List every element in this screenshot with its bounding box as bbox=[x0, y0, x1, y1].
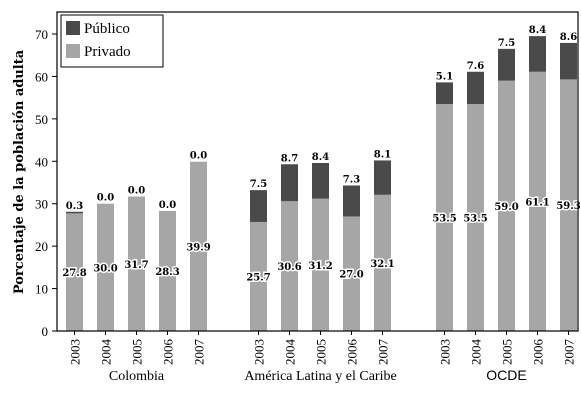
value-label-privado: 27.0 bbox=[339, 270, 363, 281]
x-tick-label: 2007 bbox=[192, 339, 207, 366]
y-tick-label: 20 bbox=[35, 239, 48, 254]
bar-privado bbox=[498, 80, 515, 332]
value-label-publico: 7.3 bbox=[343, 174, 360, 185]
bar-privado bbox=[312, 198, 329, 331]
y-tick-label: 0 bbox=[42, 324, 49, 339]
value-label-privado: 53.5 bbox=[432, 214, 456, 225]
value-label-publico: 8.4 bbox=[529, 25, 546, 36]
bar-privado bbox=[343, 216, 360, 331]
x-tick-label: 2007 bbox=[562, 339, 577, 366]
value-label-publico: 5.1 bbox=[436, 71, 453, 82]
x-tick-label: 2005 bbox=[500, 339, 515, 365]
legend-label: Público bbox=[84, 21, 130, 37]
bar-privado bbox=[467, 104, 484, 331]
bar-publico bbox=[467, 71, 484, 105]
bar-privado bbox=[250, 221, 267, 331]
value-label-publico: 0.0 bbox=[128, 186, 145, 197]
legend-swatch bbox=[66, 44, 80, 58]
value-label-privado: 31.7 bbox=[124, 260, 148, 271]
x-tick-label: 2003 bbox=[252, 339, 267, 365]
bar-privado bbox=[374, 194, 391, 331]
group-label: Colombia bbox=[109, 369, 165, 384]
value-label-publico: 0.0 bbox=[190, 151, 207, 162]
legend: Público Privado bbox=[60, 14, 164, 68]
y-tick-label: 70 bbox=[35, 27, 48, 42]
value-label-privado: 28.3 bbox=[155, 267, 179, 278]
axes: 0 10 20 30 40 50 60 70 2003 2004 2005 2006 2007 Colom… bbox=[35, 11, 579, 384]
bar-publico bbox=[560, 42, 577, 80]
y-tick-label: 60 bbox=[35, 69, 48, 84]
x-tick-label: 2006 bbox=[345, 339, 360, 366]
y-axis-label: Porcentaje de la población adulta bbox=[12, 49, 27, 294]
value-label-publico: 0.0 bbox=[97, 193, 114, 204]
value-label-publico: 8.6 bbox=[560, 32, 577, 43]
value-label-publico: 8.7 bbox=[281, 153, 298, 164]
bar-privado bbox=[128, 196, 145, 331]
value-label-privado: 61.1 bbox=[525, 197, 549, 208]
plot-frame bbox=[56, 11, 579, 332]
bar-publico bbox=[436, 82, 453, 105]
x-tick-label: 2003 bbox=[438, 339, 453, 365]
x-tick-label: 2004 bbox=[469, 339, 484, 366]
value-label-publico: 8.4 bbox=[312, 152, 329, 163]
bar-publico bbox=[374, 160, 391, 195]
bar-publico bbox=[250, 190, 267, 222]
bar-privado bbox=[190, 161, 207, 331]
bar-publico bbox=[312, 162, 329, 199]
x-tick-label: 2004 bbox=[283, 339, 298, 366]
value-label-publico: 7.6 bbox=[467, 61, 484, 72]
bar-privado bbox=[529, 71, 546, 332]
bar-publico bbox=[281, 164, 298, 202]
value-label-publico: 0.3 bbox=[66, 201, 83, 212]
bar-publico bbox=[529, 36, 546, 72]
value-label-privado: 59.3 bbox=[556, 201, 580, 212]
y-tick-label: 40 bbox=[35, 154, 48, 169]
value-label-publico: 0.0 bbox=[159, 200, 176, 211]
bar-publico bbox=[343, 185, 360, 217]
y-tick-label: 50 bbox=[35, 112, 48, 127]
value-label-privado: 30.6 bbox=[277, 262, 301, 273]
x-tick-label: 2006 bbox=[531, 339, 546, 366]
value-label-privado: 31.2 bbox=[308, 261, 332, 272]
value-label-privado: 53.5 bbox=[463, 214, 487, 225]
bars bbox=[66, 36, 577, 332]
value-label-privado: 30.0 bbox=[93, 263, 117, 274]
legend-swatch bbox=[66, 21, 80, 35]
value-labels: 27.8 0.3 30.0 0.0 31.7 0.0 28.3 0.0 39.9 0.0 25.7 7… bbox=[61, 25, 581, 285]
group-label: América Latina y el Caribe bbox=[244, 369, 396, 384]
bar-privado bbox=[66, 213, 83, 331]
value-label-publico: 8.1 bbox=[374, 149, 391, 160]
x-tick-label: 2003 bbox=[68, 339, 83, 365]
y-tick-label: 10 bbox=[35, 282, 48, 297]
x-tick-label: 2005 bbox=[130, 339, 145, 365]
group-label: OCDE bbox=[486, 367, 526, 383]
x-tick-label: 2005 bbox=[314, 339, 329, 365]
bar-privado bbox=[560, 79, 577, 331]
value-label-privado: 39.9 bbox=[186, 242, 210, 253]
value-label-privado: 59.0 bbox=[494, 202, 518, 213]
bar-privado bbox=[436, 104, 453, 331]
bar-publico bbox=[66, 211, 83, 214]
bar-publico bbox=[498, 48, 515, 81]
value-label-publico: 7.5 bbox=[250, 179, 267, 190]
bar-privado bbox=[281, 201, 298, 331]
bar-privado bbox=[97, 203, 114, 331]
value-label-privado: 32.1 bbox=[370, 259, 394, 270]
bar-privado bbox=[159, 210, 176, 331]
value-label-privado: 25.7 bbox=[246, 272, 270, 283]
y-tick-marks bbox=[52, 33, 57, 332]
legend-label: Privado bbox=[84, 44, 131, 60]
x-tick-label: 2004 bbox=[99, 339, 114, 366]
value-label-publico: 7.5 bbox=[498, 38, 515, 49]
x-tick-label: 2006 bbox=[161, 339, 176, 366]
y-tick-label: 30 bbox=[35, 197, 48, 212]
value-label-privado: 27.8 bbox=[62, 268, 86, 279]
x-tick-label: 2007 bbox=[376, 339, 391, 366]
